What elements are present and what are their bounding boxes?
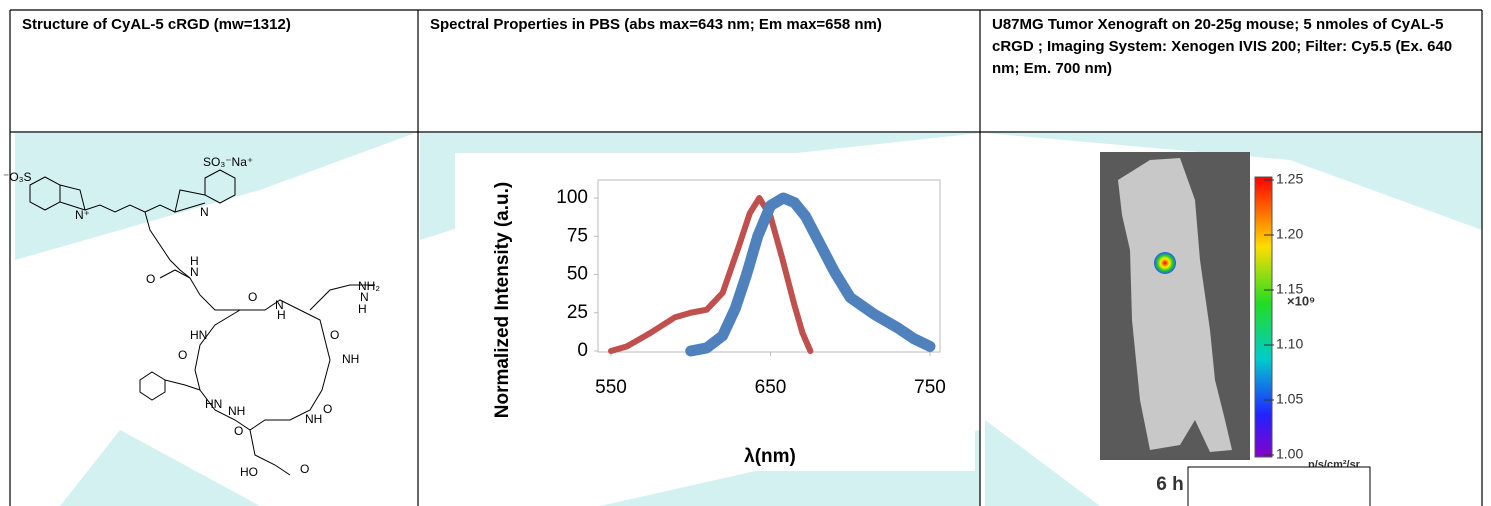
atom-label: SO₃⁻Na⁺ <box>203 155 253 169</box>
header-cell: Structure of CyAL-5 cRGD (mw=1312) <box>22 16 291 33</box>
y-tick-label: 0 <box>577 340 588 361</box>
atom-label: HN <box>190 328 207 342</box>
atom-label: N <box>190 265 199 279</box>
atom-label: N <box>360 290 369 304</box>
colorbar-label: 1.20 <box>1276 226 1303 242</box>
atom-label: O <box>248 290 257 304</box>
y-tick-label: 100 <box>556 187 588 208</box>
colorbar-label: 1.15 <box>1276 281 1303 297</box>
chart-background <box>455 153 975 471</box>
atom-label: H <box>277 308 286 322</box>
atom-label: O <box>234 424 243 438</box>
colorbar-label: 1.05 <box>1276 391 1303 407</box>
atom-label: N⁺ <box>75 208 90 222</box>
colorbar-label: 1.25 <box>1276 171 1303 187</box>
y-tick-label: 25 <box>567 302 588 323</box>
atom-label: N <box>200 205 209 219</box>
x-tick-label: 750 <box>914 377 946 398</box>
multiplier: ×10⁹ <box>1287 293 1315 308</box>
x-tick-label: 650 <box>755 377 787 398</box>
atom-label: NH <box>228 404 245 418</box>
atom-label: HO <box>240 465 258 479</box>
x-axis-label: λ(nm) <box>744 446 796 467</box>
colorbar <box>1254 176 1273 458</box>
atom-label: N <box>275 298 284 312</box>
atom-label: H <box>358 302 367 316</box>
y-tick-label: 50 <box>567 264 588 285</box>
atom-label: HN <box>205 397 222 411</box>
data-line <box>608 195 814 354</box>
y-axis-label: Normalized Intensity (a.u.) <box>492 182 513 418</box>
header-cell: U87MG Tumor Xenograft on 20-25g mouse; 5… <box>992 16 1453 77</box>
tumor-signal <box>1154 252 1176 274</box>
colorbar-label: 1.00 <box>1276 446 1303 462</box>
x-tick-label: 550 <box>595 377 627 398</box>
header-cell: Spectral Properties in PBS (abs max=643 … <box>430 16 882 33</box>
atom-label: NH₂ <box>358 279 380 293</box>
atom-label: NH <box>305 412 322 426</box>
atom-label: O <box>330 328 339 342</box>
mouse-silhouette <box>1118 158 1232 452</box>
atom-label: H <box>190 254 199 268</box>
chemical-structure <box>29 169 375 476</box>
empty-box <box>1187 466 1371 506</box>
y-tick-label: 75 <box>567 225 588 246</box>
table-borders <box>9 9 1483 506</box>
atom-label: NH <box>342 352 359 366</box>
data-line <box>685 192 936 357</box>
atom-label: O <box>178 348 187 362</box>
image-caption: 6 h <box>1156 474 1183 495</box>
colorbar-label: 1.10 <box>1276 336 1303 352</box>
atom-label: O <box>146 272 155 286</box>
atom-label: ⁻O₃S <box>3 170 32 184</box>
atom-label: O <box>300 462 309 476</box>
plot-frame <box>597 179 941 353</box>
atom-label: O <box>323 402 332 416</box>
